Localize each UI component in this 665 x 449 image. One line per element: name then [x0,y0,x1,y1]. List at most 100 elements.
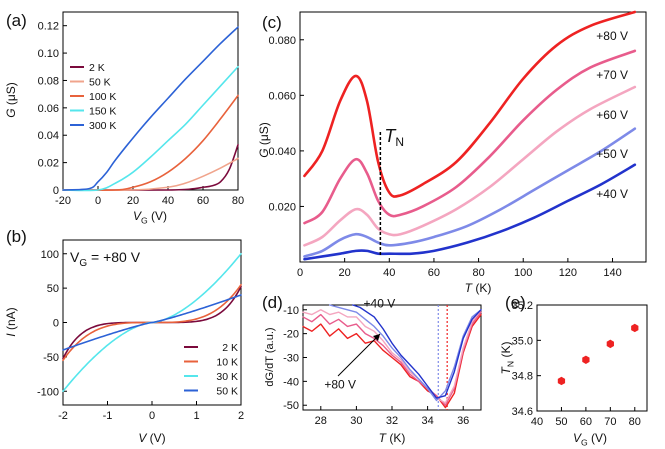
y-tick-label: 0 [53,185,59,197]
y-axis-label: G (μS) [257,122,271,158]
x-tick-label: 80 [232,195,244,207]
x-axis-label: V (V) [138,431,165,445]
plot-frame [299,11,647,263]
y-axis-label: G (μS) [4,82,18,118]
transition-label: TN [384,126,404,149]
x-tick-label: 140 [603,267,621,279]
data-point [557,376,566,386]
y-tick-label: -30 [283,353,299,365]
x-axis-label: T (K) [465,281,492,295]
legend-label: 50 K [216,386,238,398]
y-tick-label: 35.2 [512,300,533,312]
panel-b: -2 -1 0 1 2 -100 -50 0 50 100 (b) V (V) I (nA) VG = +… [4,227,244,445]
y-tick-label: 0.06 [38,103,59,115]
x-tick-label: 1 [193,410,199,422]
series-line [329,304,482,402]
x-tick-label: -20 [55,195,71,207]
y-tick-label: 35.0 [512,335,533,347]
series-line [303,10,637,198]
x-axis-label: VG (V) [133,209,167,226]
series-line [62,144,239,191]
x-tick-label: 34 [421,415,433,427]
series-line [302,313,482,409]
sweep-arrowhead [373,334,380,341]
series-line [62,157,239,192]
series-line [303,127,637,258]
x-tick-label: 80 [472,267,484,279]
y-tick-label: -20 [283,329,299,341]
x-tick-label: 40 [162,195,174,207]
plot-frame [536,304,648,412]
y-tick-label: 34.6 [512,406,533,418]
x-tick-label: 80 [629,416,641,428]
y-tick-label: 0.02 [38,158,59,170]
legend-label: 30 K [216,371,238,383]
y-tick-label: 0 [53,318,59,330]
series-label: +40 V [596,187,628,201]
x-tick-label: 40 [531,416,543,428]
x-tick-label: 28 [315,415,327,427]
x-axis-label: VG (V) [573,431,607,448]
legend-label: 50 K [89,77,111,89]
x-tick-label: -1 [103,410,113,422]
y-tick-label: -50 [43,352,59,364]
legend-label: 2 K [222,342,238,354]
y-tick-label: 0.04 [38,130,59,142]
legend-label: 10 K [216,357,238,369]
y-axis-label: dG/dT (a.u.) [264,327,276,386]
y-tick-label: 0.10 [38,48,59,60]
y-tick-label: 0.060 [268,90,296,102]
data-point [606,339,614,349]
x-tick-label: 2 [238,410,244,422]
x-tick-label: 120 [559,267,577,279]
x-tick-label: 60 [580,416,592,428]
y-tick-label: -100 [37,386,59,398]
panel-c: 0 20 40 60 80 100 120 140 0.020 0.040 0.060 0.080 (c… [257,10,647,295]
x-tick-label: 60 [197,195,209,207]
x-tick-label: 70 [604,416,616,428]
series-line [62,94,239,192]
panel-label: (c) [262,13,282,32]
x-tick-label: 20 [127,195,139,207]
y-tick-label: -40 [283,376,299,388]
data-point [582,355,590,364]
x-tick-label: 32 [386,415,398,427]
y-tick-label: 0.12 [38,21,59,33]
y-axis-label: TN (K) [499,342,516,375]
y-tick-label: 0.080 [268,35,296,47]
x-tick-label: 50 [555,416,567,428]
panel-a: -20 0 20 40 60 8000.020.040.060.080.100.12(a)… [4,11,244,226]
panel-d: 28 30 32 34 36 -10 -20 -30 -40 -50 (d) T (K) dG/dT (… [262,293,482,445]
x-tick-label: 40 [383,267,395,279]
series-label: +50 V [596,147,628,161]
legend-label: 150 K [89,106,116,118]
y-tick-label: 0.040 [268,146,296,158]
series-line [62,294,242,351]
y-tick-label: 100 [41,249,59,261]
x-tick-label: 0 [297,267,303,279]
series-line [302,309,482,404]
data-point [631,323,639,333]
y-tick-label: 34.8 [512,371,533,383]
series-label: +70 V [596,68,628,82]
series-line [62,26,239,191]
y-tick-label: 50 [47,283,59,295]
x-tick-label: 0 [149,410,155,422]
panel-label: (b) [6,227,27,246]
sweep-arrow [337,333,381,377]
series-line [303,85,637,247]
panel-label: (d) [262,293,283,312]
x-tick-label: 0 [95,195,101,207]
x-tick-label: 36 [457,415,469,427]
series-line [303,49,637,225]
y-tick-label: 0.08 [38,75,59,87]
series-line [352,304,482,399]
series-line [302,311,482,406]
series-line [62,65,239,192]
x-tick-label: 30 [350,415,362,427]
x-tick-label: 100 [514,267,532,279]
series-annotation: +80 V [324,378,356,392]
series-annotation: +40 V [364,296,396,310]
y-tick-label: -50 [283,400,299,412]
